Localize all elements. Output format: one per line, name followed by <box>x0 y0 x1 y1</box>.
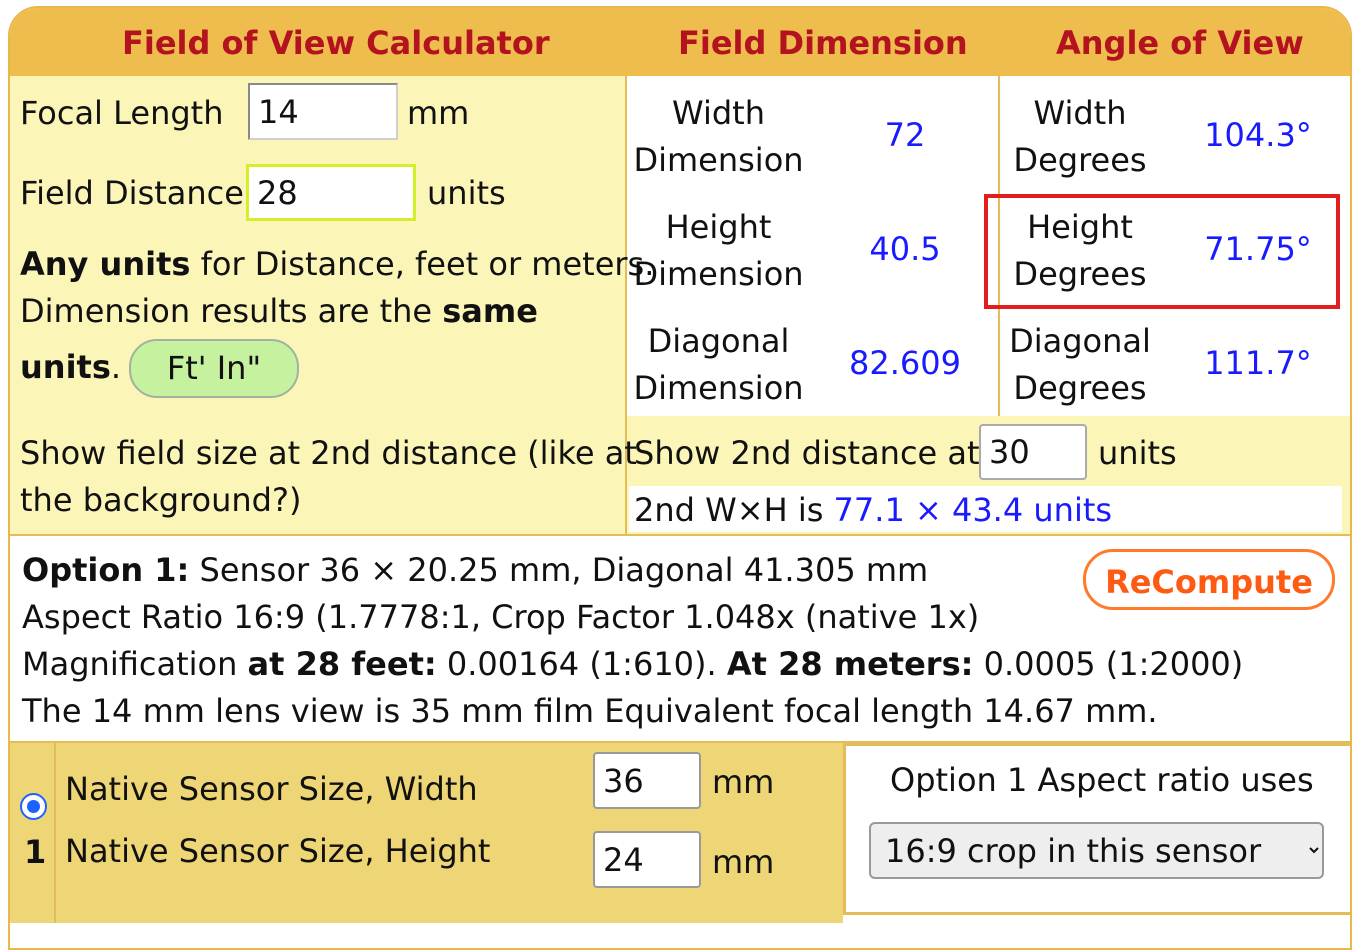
option1-equivalent-line: The 14 mm lens view is 35 mm film Equiva… <box>22 692 1158 730</box>
aspect-uses-label: Option 1 Aspect ratio uses <box>890 761 1314 799</box>
diagonal-degrees-value: 111.7° <box>1204 344 1312 382</box>
fov-calculator-panel: Field of View Calculator Field Dimension… <box>8 6 1352 950</box>
field-distance-unit: units <box>427 174 506 212</box>
focal-length-label: Focal Length <box>20 94 224 132</box>
diagonal-dimension-label: Diagonal Dimension <box>633 322 804 407</box>
field-distance-input[interactable] <box>246 164 416 221</box>
second-distance-input[interactable] <box>979 424 1087 480</box>
width-degrees-label: Width Degrees <box>1013 94 1147 179</box>
height-degrees-value: 71.75° <box>1204 230 1312 268</box>
sensor-height-label: Native Sensor Size, Height <box>65 832 491 870</box>
field-dimension-title: Field Dimension <box>678 24 968 62</box>
sensor-width-input[interactable] <box>593 752 701 809</box>
divider <box>998 76 1000 416</box>
width-dimension-value: 72 <box>884 116 926 154</box>
angle-of-view-column: Width Degrees 104.3° Height Degrees 71.75°… <box>1000 76 1350 416</box>
option-row-number: 1 <box>24 833 47 871</box>
sensor-width-unit: mm <box>712 763 775 801</box>
sensor-width-label: Native Sensor Size, Width <box>65 770 478 808</box>
header-bar: Field of View Calculator Field Dimension… <box>10 8 1350 76</box>
field-distance-label: Field Distance <box>20 174 244 212</box>
calculator-title: Field of View Calculator <box>122 24 550 62</box>
divider <box>54 743 56 923</box>
angle-of-view-title: Angle of View <box>1056 24 1304 62</box>
option1-radio[interactable] <box>20 793 47 820</box>
height-dimension-value: 40.5 <box>869 230 941 268</box>
units-note: units. <box>20 348 122 386</box>
divider <box>10 741 1350 743</box>
height-degrees-label: Height Degrees <box>1013 208 1147 293</box>
any-units-note: Any units for Distance, feet or meters. <box>20 245 655 283</box>
dimension-results-note: Dimension results are the same <box>20 292 538 330</box>
diagonal-degrees-label: Diagonal Degrees <box>1009 322 1151 407</box>
height-degrees-highlight <box>984 194 1340 309</box>
field-dimension-column: Width Dimension 72 Height Dimension 40.5 D… <box>627 76 998 416</box>
height-dimension-label: Height Dimension <box>633 208 804 293</box>
second-distance-prompt-line2: the background?) <box>20 481 302 519</box>
option1-aspect-line: Aspect Ratio 16:9 (1.7778:1, Crop Factor… <box>22 598 980 636</box>
aspect-ratio-select[interactable]: 16:9 crop in this sensor <box>869 822 1324 879</box>
sensor-height-input[interactable] <box>593 831 701 888</box>
feet-inches-button[interactable]: Ft' In" <box>129 339 299 398</box>
show-second-distance-label: Show 2nd distance at <box>634 434 980 472</box>
focal-length-input[interactable] <box>248 83 398 140</box>
option1-magnification-line: Magnification at 28 feet: 0.00164 (1:610… <box>22 645 1244 683</box>
recompute-button[interactable]: ReCompute <box>1083 549 1335 610</box>
width-dimension-label: Width Dimension <box>633 94 804 179</box>
second-distance-prompt: Show field size at 2nd distance (like at <box>20 434 637 472</box>
sensor-size-area <box>10 743 843 923</box>
diagonal-dimension-value: 82.609 <box>849 344 961 382</box>
divider <box>625 76 627 534</box>
inputs-area <box>10 76 625 534</box>
sensor-height-unit: mm <box>712 843 775 881</box>
option1-sensor-line: Option 1: Sensor 36 × 20.25 mm, Diagonal… <box>22 551 929 589</box>
second-result-strip <box>629 486 1342 532</box>
width-degrees-value: 104.3° <box>1204 116 1312 154</box>
second-distance-result: 2nd W×H is 77.1 × 43.4 units <box>634 491 1113 529</box>
focal-length-unit: mm <box>407 94 470 132</box>
divider <box>10 534 1350 536</box>
second-distance-unit: units <box>1098 434 1177 472</box>
